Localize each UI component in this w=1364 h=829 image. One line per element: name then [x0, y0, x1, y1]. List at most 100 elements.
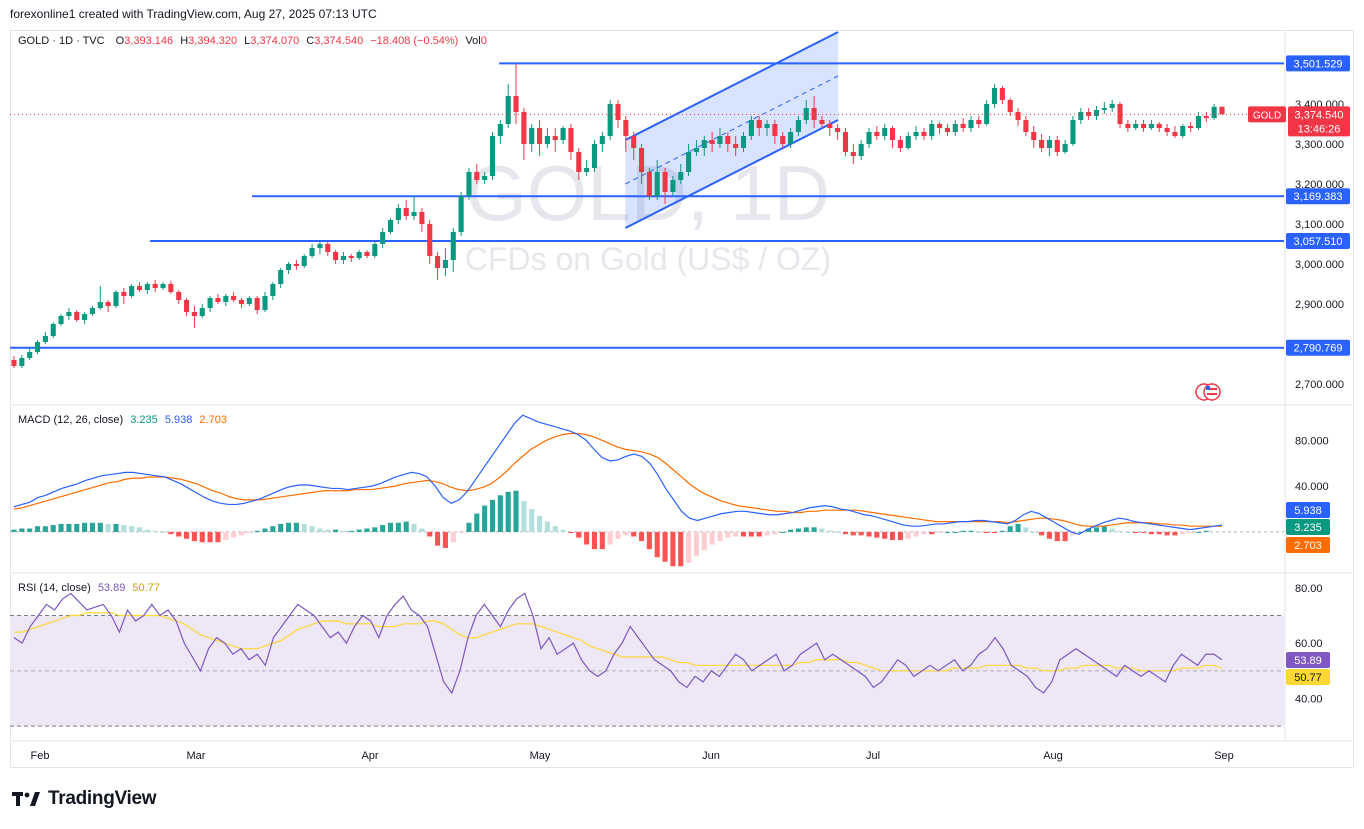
candle-body [466, 172, 472, 196]
tradingview-brand[interactable]: TradingView [48, 788, 157, 809]
macd-histogram-bar [568, 531, 574, 534]
macd-histogram-bar [27, 528, 33, 532]
macd-histogram-bar [654, 531, 660, 558]
candle-body [576, 152, 582, 172]
macd-histogram-bar [882, 531, 888, 539]
macd-histogram-bar [11, 529, 17, 532]
candle-body [129, 286, 135, 296]
macd-histogram-bar [1188, 531, 1194, 534]
open-value: 3,393.146 [124, 35, 174, 47]
macd-histogram-bar [129, 526, 135, 532]
symbol-tag-label: GOLD [1253, 110, 1281, 121]
macd-histogram-bar [387, 522, 394, 532]
candle-body [748, 120, 754, 136]
candle-body [184, 300, 190, 312]
candle-body [1078, 112, 1084, 120]
symbol-tag [1248, 106, 1286, 123]
macd-histogram-bar [725, 531, 731, 538]
level-price-label: 3,501.529 [1294, 58, 1343, 70]
macd-histogram-bar [395, 522, 401, 532]
macd-histogram-bar [795, 528, 801, 532]
macd-histogram-bar [591, 531, 598, 550]
macd-histogram-bar [607, 531, 613, 545]
macd-histogram-bar [670, 531, 676, 567]
macd-histogram-bar [984, 531, 990, 534]
watermark-subtitle: CFDs on Gold (US$ / OZ) [465, 241, 831, 277]
economic-event-icon [1195, 383, 1221, 401]
price-tick-label: 2,900.000 [1295, 299, 1344, 311]
candle-body [709, 140, 715, 144]
candle-body [521, 112, 527, 144]
candle-body [223, 296, 229, 302]
macd-histogram-bar [231, 531, 237, 538]
macd-value-tag [1286, 519, 1330, 535]
level-price-label: 3,169.383 [1294, 191, 1343, 203]
macd-histogram-bar [223, 531, 229, 540]
candle-body [638, 148, 645, 172]
rsi-value: 53.89 [97, 582, 126, 594]
macd-histogram-bar [646, 531, 652, 550]
macd-legend-label[interactable]: MACD (12, 26, close) [18, 414, 124, 426]
candle-body [82, 314, 88, 320]
macd-histogram-bar [1180, 531, 1186, 535]
macd-histogram-bar [160, 531, 166, 533]
macd-line [13, 414, 1223, 535]
macd-histogram-bar [207, 531, 213, 543]
macd-value-tag [1286, 502, 1330, 518]
candle-body [921, 132, 927, 136]
macd-histogram-bar [944, 531, 951, 533]
time-axis-label: Jun [702, 750, 720, 762]
macd-histogram-bar [270, 526, 276, 532]
macd-histogram-bar [325, 529, 331, 532]
macd-histogram-bar [529, 509, 535, 532]
macd-histogram-bar [740, 531, 747, 537]
macd-histogram-bar [419, 528, 425, 532]
macd-histogram-bar [513, 490, 519, 532]
macd-histogram-bar [1203, 530, 1209, 532]
candle-body [293, 264, 299, 266]
macd-histogram-bar [889, 531, 896, 540]
macd-histogram-bar [489, 499, 496, 532]
channel-mid-line [625, 75, 839, 185]
macd-histogram-bar [709, 531, 715, 545]
candle-body [1156, 124, 1162, 128]
candle-body [1203, 116, 1209, 118]
rsi-tick-label: 60.00 [1295, 638, 1323, 650]
candle-body [340, 256, 347, 260]
candle-body [733, 144, 739, 148]
macd-histogram-bar [1086, 528, 1092, 532]
candle-body [144, 284, 150, 290]
macd-histogram-bar [537, 515, 543, 532]
macd-tick-label: 80.000 [1295, 435, 1329, 447]
macd-histogram-bar [285, 522, 292, 532]
candle-body [411, 212, 417, 216]
macd-histogram-bar [215, 531, 221, 543]
macd-histogram-bar [788, 529, 794, 532]
chart-frame [10, 30, 1354, 768]
candle-body [552, 136, 558, 140]
candle-body [968, 120, 974, 128]
candle-body [458, 196, 464, 232]
candle-body [693, 148, 699, 152]
candle-body [1054, 140, 1060, 152]
candle-body [215, 298, 221, 302]
candle-body [999, 88, 1005, 100]
candle-body [419, 212, 425, 224]
macd-value-tag-label: 5.938 [1294, 505, 1322, 517]
symbol-name[interactable]: GOLD · 1D · TVC [18, 35, 105, 47]
rsi-legend-label[interactable]: RSI (14, close) [18, 582, 91, 594]
macd-histogram-bar [1101, 526, 1107, 532]
rsi-legend: RSI (14, close) 53.89 50.77 [18, 582, 160, 594]
candle-body [136, 286, 143, 290]
candle-body [615, 104, 621, 120]
candle-body [780, 136, 786, 144]
candle-body [152, 284, 158, 288]
creator-line: forexonline1 created with TradingView.co… [10, 7, 377, 21]
candle-body [835, 128, 841, 132]
macd-histogram-bar [50, 525, 56, 532]
high-label: H [180, 35, 189, 47]
macd-histogram-bar [693, 531, 699, 556]
macd-histogram-bar [623, 531, 629, 536]
time-axis-label: May [530, 750, 551, 762]
